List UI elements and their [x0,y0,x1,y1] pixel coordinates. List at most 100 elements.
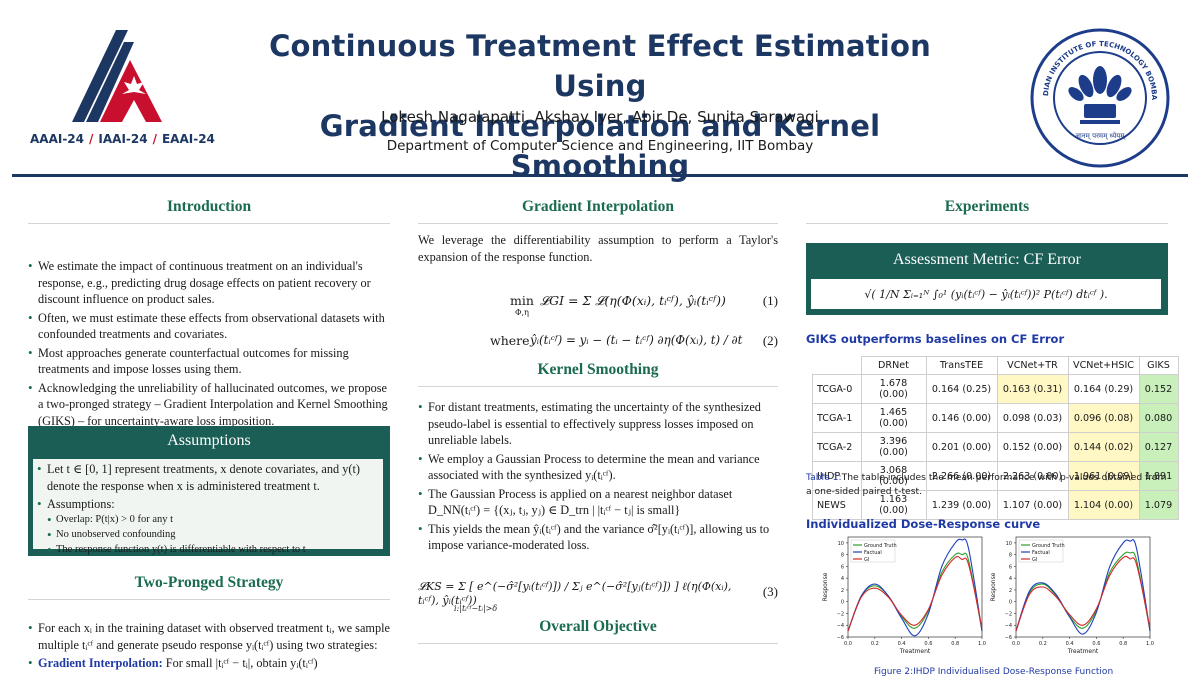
conference-aaai: AAAI-24 [30,132,85,146]
series-line-gi [1015,555,1151,632]
department: Department of Computer Science and Engin… [386,138,814,154]
row-label: TCGA-1 [812,403,862,433]
eq1-min: min Φ,η [510,293,534,317]
y-tick-label: −2 [837,611,844,617]
equation-2: where ŷᵢ(tᵢᶜᶠ) = yᵢ − (tᵢ − tᵢᶜᶠ) ∂η(Φ(x… [418,327,778,355]
poster-title: Continuous Treatment Effect Estimation U… [240,26,960,186]
legend-label: Ground Truth [864,543,897,549]
y-tick-label: −2 [1005,611,1012,617]
table-cell: 1.678 (0.00) [860,374,927,404]
column-right: Experiments [806,198,1168,224]
y-tick-label: 8 [1009,553,1012,559]
gi-label: Gradient Interpolation: [38,656,163,670]
row-label: TCGA-0 [812,374,862,404]
x-tick-label: 1.0 [978,641,986,647]
y-axis-label: Response [990,572,997,601]
metric-formula: √( 1/N Σᵢ₌₁ᴺ ∫₀¹ (yᵢ(tᵢᶜᶠ) − ŷᵢ(tᵢᶜᶠ))² … [864,287,1108,301]
kernel-smoothing-list: For distant treatments, estimating the u… [418,399,778,554]
equation-1: min Φ,η 𝓛GI = Σ 𝓛(η(Φ(xᵢ), tᵢᶜᶠ), ŷᵢ(tᵢᶜ… [418,283,778,323]
list-item: No unobserved confounding [47,528,383,541]
legend-label: Factual [1032,550,1050,556]
two-pronged-section: Two-Pronged Strategy For each xᵢ in the … [28,574,390,674]
column-header: DRNet [860,356,927,375]
title-line-1: Continuous Treatment Effect Estimation U… [269,29,931,103]
table-cell: 1.891 [1138,461,1179,491]
list-item: We estimate the impact of continuous tre… [28,258,390,308]
series-line-factual [1015,539,1151,635]
column-header [812,356,862,375]
title-line-2: Gradient Interpolation and Kernel Smooth… [319,109,881,183]
row-label: TCGA-2 [812,432,862,462]
table-caption-label: Table 1: [806,472,842,483]
table-caption-text: The table includes the mean performance … [806,472,1167,497]
table-title: GIKS outperforms baselines on CF Error [806,332,1065,346]
y-tick-label: 0 [841,600,844,606]
table-cell: 0.201 (0.00) [925,432,998,462]
eq1-min-sub: Φ,η [515,308,529,317]
eq1-number: (1) [762,293,778,308]
two-pronged-heading: Two-Pronged Strategy [28,574,390,600]
x-tick-label: 0.0 [844,641,852,647]
metric-heading: Assessment Metric: CF Error [806,243,1168,275]
list-item: Acknowledging the unreliability of hallu… [28,380,390,430]
two-pronged-list: For each xᵢ in the training dataset with… [28,620,390,672]
table-cell: 0.127 [1138,432,1179,462]
list-item: Most approaches generate counterfactual … [28,345,390,378]
list-item: The Gaussian Process is applied on a nea… [418,486,778,519]
table-cell: 0.164 (0.25) [925,374,998,404]
legend-label: Ground Truth [1032,543,1065,549]
table-cell: 1.163 (0.00) [860,490,927,520]
table-cell: 0.146 (0.00) [925,403,998,433]
introduction-heading: Introduction [28,198,390,224]
assumptions-heading: Assumptions [28,426,390,456]
y-tick-label: −4 [1005,623,1012,629]
table-cell: 0.098 (0.03) [996,403,1069,433]
y-tick-label: 4 [841,576,844,582]
x-tick-label: 0.2 [871,641,879,647]
table-cell: 1.104 (0.00) [1067,490,1140,520]
table-cell: 0.096 (0.08) [1067,403,1140,433]
list-item: The response function y(t) is differenti… [47,543,383,556]
eq3-number: (3) [762,583,778,599]
kernel-smoothing-heading: Kernel Smoothing [418,361,778,387]
list-item: For distant treatments, estimating the u… [418,399,778,449]
table-cell: 3.068 (0.00) [860,461,927,491]
assumptions-list: Let t ∈ [0, 1] represent treatments, x d… [33,459,383,513]
table-cell: 3.396 (0.00) [860,432,927,462]
dose-response-chart-2: −6 −4 −2 0 2 4 6 8 10 0.0 0.2 0.4 0.6 0.8 1.0 Treatment… [990,536,1154,655]
conference-eaai: EAAI-24 [161,132,215,146]
legend-label: Factual [864,550,882,556]
list-item: Often, we must estimate these effects fr… [28,310,390,343]
x-tick-label: 0.8 [951,641,959,647]
chart-right: −6 −4 −2 0 2 4 6 8 10 0.0 0.2 0.4 0.6 0.8 1.0 Treatment… [986,533,1156,659]
assumptions-box: Assumptions Let t ∈ [0, 1] represent tre… [28,426,390,556]
list-item: For each xᵢ in the training dataset with… [28,620,390,653]
table-cell: 2.263 (0.00) [996,461,1069,491]
eq1-min-text: min [510,293,534,308]
y-tick-label: 8 [841,553,844,559]
series-line-gi [847,556,983,632]
table-row: TCGA-2 3.396 (0.00) 0.201 (0.00) 0.152 (… [812,432,1179,462]
table-cell: 1.079 [1138,490,1179,520]
eq3-sub: i:|tᵢᶜᶠ−tᵢ|>δ [454,603,498,613]
y-tick-label: −6 [837,635,844,641]
table-cell: 0.164 (0.29) [1067,374,1140,404]
eq2-number: (2) [762,333,778,348]
overall-objective-heading: Overall Objective [418,618,778,644]
iitb-seal-logo: INDIAN INSTITUTE OF TECHNOLOGY BOMBAY ज्… [1026,22,1170,168]
assumptions-body: Let t ∈ [0, 1] represent treatments, x d… [33,459,383,556]
dose-response-chart-1: −6 −4 −2 0 2 4 6 8 10 0.0 0.2 0.4 0.6 0.8 1.0 Treatment… [822,536,986,655]
dose-response-heading: Individualized Dose-Response curve [806,517,1041,531]
y-tick-label: 6 [1009,564,1012,570]
aaai-triangle-icon [72,30,162,122]
experiments-heading: Experiments [806,198,1168,224]
y-tick-label: 6 [841,564,844,570]
x-tick-label: 0.4 [1066,641,1074,647]
table-row: NEWS 1.163 (0.00) 1.239 (0.00) 1.107 (0.… [812,490,1179,520]
x-tick-label: 0.6 [924,641,932,647]
conference-separator: / [152,132,157,146]
eq3-body: 𝓛KS = Σ [ e^(−σ̂²[yᵢ(tᵢᶜᶠ)]) / Σⱼ e^(−σ̂… [418,579,732,607]
x-tick-label: 0.4 [898,641,906,647]
table-cell: 0.144 (0.02) [1067,432,1140,462]
gradient-interpolation-heading: Gradient Interpolation [418,198,778,224]
